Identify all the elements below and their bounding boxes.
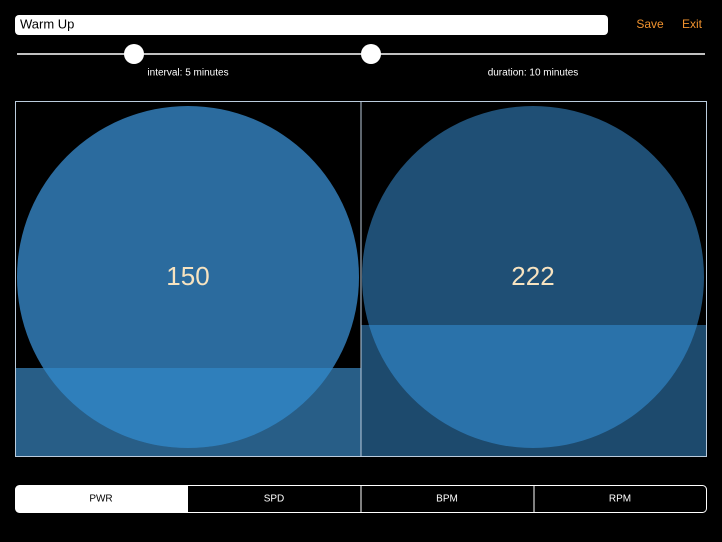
title-field[interactable] bbox=[15, 15, 608, 35]
slider-label: duration: 10 minutes bbox=[488, 68, 579, 79]
gauge-circle bbox=[17, 106, 359, 448]
tab-selected[interactable] bbox=[15, 485, 189, 513]
slider-knob[interactable] bbox=[361, 44, 381, 64]
tab[interactable]: PWR bbox=[89, 494, 112, 505]
slider-knob[interactable] bbox=[124, 44, 144, 64]
tab[interactable]: BPM bbox=[436, 494, 458, 505]
tab[interactable]: RPM bbox=[609, 494, 631, 505]
panel-value: 222 bbox=[511, 261, 554, 291]
panel-value: 150 bbox=[166, 261, 209, 291]
exit-button[interactable]: Exit bbox=[682, 17, 703, 31]
gauge-overlap bbox=[43, 368, 333, 448]
slider-label: interval: 5 minutes bbox=[147, 68, 228, 79]
title-text: Warm Up bbox=[20, 16, 74, 31]
gauge-overlap bbox=[368, 325, 698, 448]
tab[interactable]: SPD bbox=[264, 494, 285, 505]
save-button[interactable]: Save bbox=[636, 17, 664, 31]
